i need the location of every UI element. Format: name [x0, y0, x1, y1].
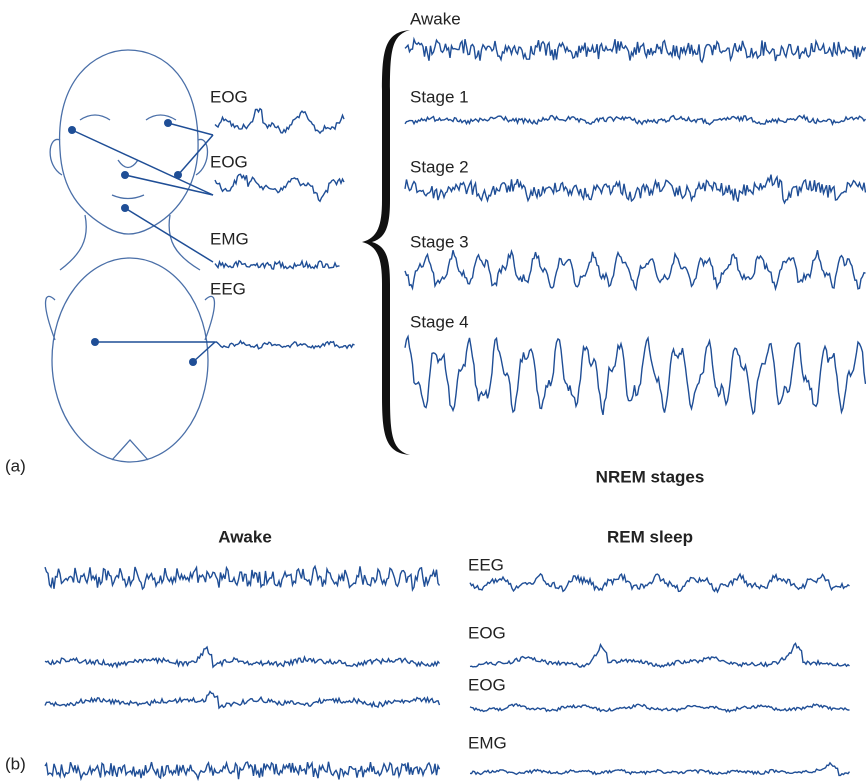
trace	[44, 564, 441, 593]
electrode-label: EOG	[210, 87, 248, 106]
electrode-label: EOG	[210, 152, 248, 171]
trace	[469, 703, 850, 713]
stage-label: Awake	[410, 9, 461, 28]
trace	[214, 259, 340, 270]
trace	[44, 645, 441, 669]
column-title: REM sleep	[607, 527, 693, 546]
electrodes	[68, 119, 216, 366]
panel-label: (b)	[5, 754, 26, 773]
electrode-label: EEG	[210, 279, 246, 298]
trace	[214, 107, 345, 135]
channel-label: EOG	[468, 623, 506, 642]
trace	[44, 690, 441, 710]
trace	[469, 761, 851, 777]
column-title: Awake	[218, 527, 272, 546]
trace	[404, 36, 866, 64]
channel-label: EMG	[468, 733, 507, 752]
channel-label: EEG	[468, 555, 504, 574]
face-drawing	[49, 49, 209, 271]
head-top-drawing	[44, 257, 216, 463]
stage-label: Stage 1	[410, 87, 469, 106]
trace	[404, 248, 866, 292]
electrode-label: EMG	[210, 229, 249, 248]
trace	[469, 642, 850, 669]
stage-label: Stage 3	[410, 232, 469, 251]
stage-label: Stage 2	[410, 157, 469, 176]
trace	[404, 113, 866, 127]
caption: NREM stages	[596, 467, 705, 486]
trace	[404, 334, 866, 416]
trace	[404, 174, 866, 205]
trace	[44, 760, 441, 782]
brace	[362, 30, 410, 455]
stage-label: Stage 4	[410, 312, 469, 331]
trace	[469, 572, 850, 594]
trace	[214, 339, 355, 350]
trace	[214, 173, 345, 203]
panel-label: (a)	[5, 456, 26, 475]
channel-label: EOG	[468, 675, 506, 694]
